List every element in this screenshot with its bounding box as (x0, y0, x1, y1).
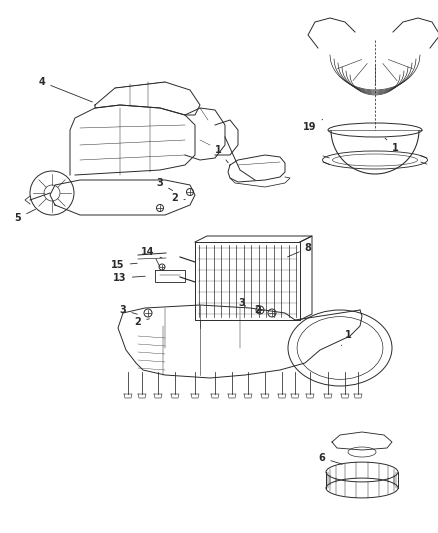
Text: 1: 1 (385, 138, 399, 153)
Text: 14: 14 (141, 247, 162, 258)
Text: 2: 2 (254, 305, 262, 315)
Text: 13: 13 (113, 273, 145, 283)
Text: 8: 8 (288, 243, 311, 257)
Text: 1: 1 (342, 330, 351, 345)
Text: 3: 3 (120, 305, 138, 315)
Text: 2: 2 (134, 317, 149, 327)
Text: 6: 6 (318, 453, 343, 464)
Text: 2: 2 (172, 193, 185, 203)
Text: 19: 19 (303, 119, 323, 132)
Text: 3: 3 (157, 178, 173, 191)
Text: 1: 1 (215, 145, 228, 163)
Text: 4: 4 (39, 77, 92, 102)
Text: 3: 3 (239, 298, 246, 308)
Text: 5: 5 (14, 209, 35, 223)
Text: 15: 15 (111, 260, 137, 270)
